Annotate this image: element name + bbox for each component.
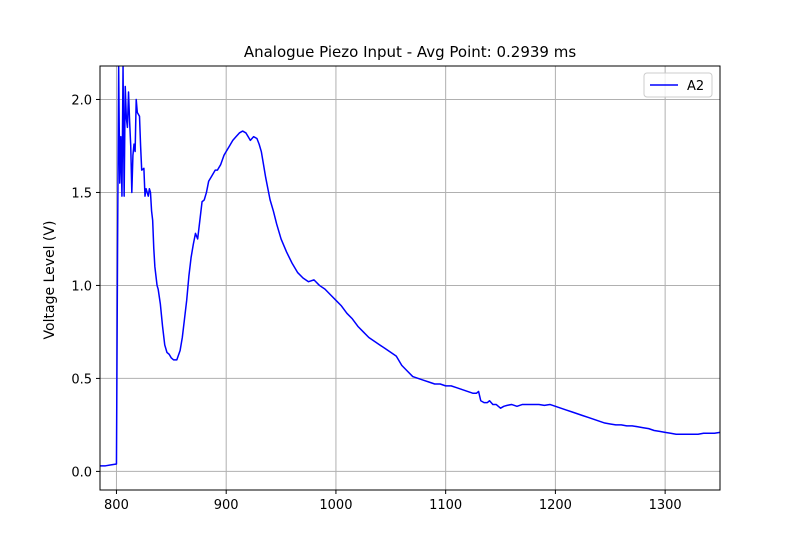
x-tick-label: 800 <box>104 498 129 513</box>
x-tick-label: 1200 <box>539 498 572 513</box>
x-tick-label: 900 <box>214 498 239 513</box>
grid-lines <box>100 66 720 490</box>
y-tick-label: 2.0 <box>71 93 92 108</box>
y-tick-label: 0.0 <box>71 465 92 480</box>
y-axis-label: Voltage Level (V) <box>42 221 58 340</box>
tick-layer: 800 900 1000 1100 1200 1300 0.0 0.5 1.0 1.5 2.0 <box>71 93 681 513</box>
x-tick-label: 1000 <box>319 498 352 513</box>
plot-border <box>99 65 721 491</box>
x-tick-label: 1100 <box>429 498 462 513</box>
y-tick-label: 1.5 <box>71 186 92 201</box>
x-tick-label: 1300 <box>649 498 682 513</box>
chart-title: Analogue Piezo Input - Avg Point: 0.2939… <box>244 43 577 61</box>
series-layer <box>100 66 720 467</box>
legend-label: A2 <box>687 79 704 94</box>
plot-frame <box>99 65 721 491</box>
series-line-a2 <box>100 66 720 467</box>
legend: A2 <box>643 72 713 98</box>
y-tick-label: 0.5 <box>71 372 92 387</box>
y-tick-label: 1.0 <box>71 279 92 294</box>
